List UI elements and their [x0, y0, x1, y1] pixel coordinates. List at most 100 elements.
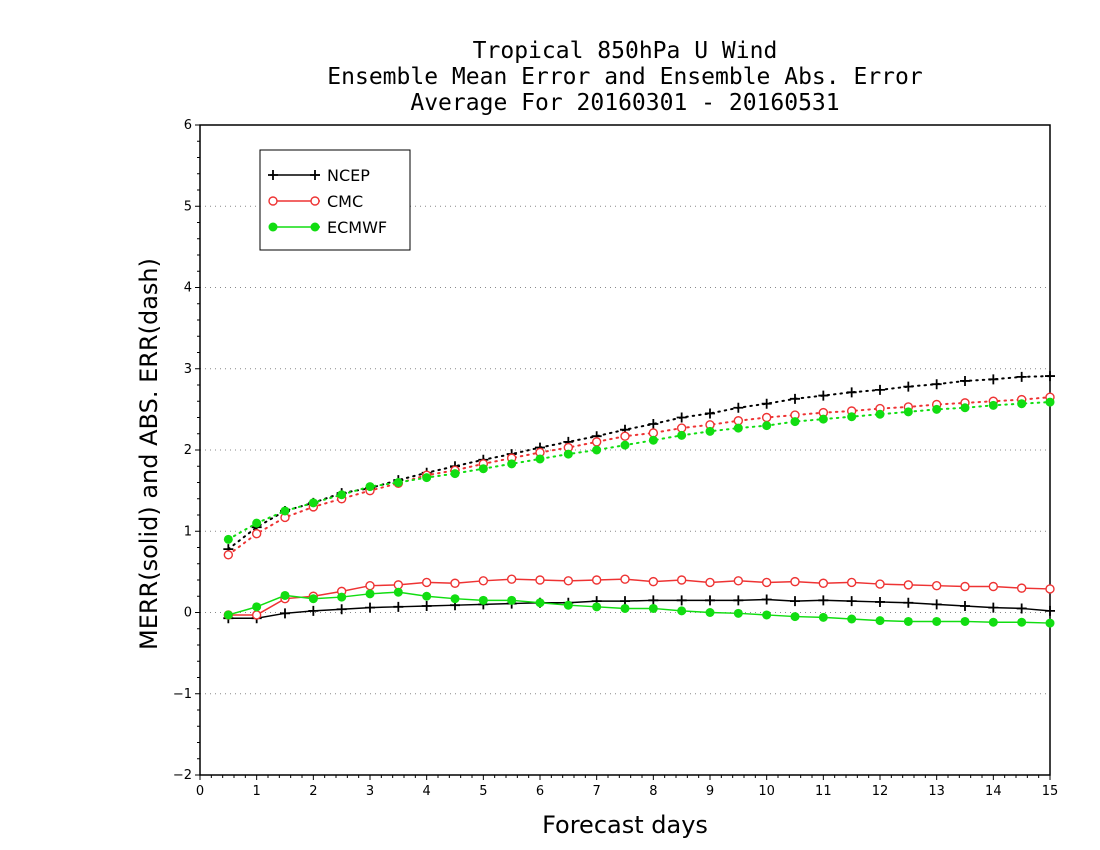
- y-tick-label: 6: [184, 118, 192, 133]
- y-tick-label: 5: [184, 199, 192, 214]
- cmc-abs-err-point: [251, 528, 262, 539]
- ecmwf-merr-point: [365, 589, 375, 599]
- x-tick-label: 9: [706, 784, 714, 799]
- ecmwf-merr-line: [228, 591, 1051, 624]
- legend-marker-ecmwf: [310, 222, 320, 232]
- ecmwf-abs-err-point: [847, 412, 857, 422]
- ecmwf-abs-err-point: [478, 464, 488, 474]
- gridlines: [200, 205, 1050, 695]
- ncep-abs-err-point: [818, 390, 829, 401]
- legend-marker-cmc: [310, 196, 320, 206]
- ecmwf-merr-point: [478, 595, 488, 605]
- cmc-merr-point: [563, 576, 574, 586]
- ecmwf-abs-err-point: [705, 426, 715, 436]
- legend-label-ecmwf: ECMWF: [327, 218, 387, 237]
- cmc-abs-err-point: [648, 428, 659, 438]
- ecmwf-abs-err-point: [592, 445, 602, 455]
- cmc-merr-point: [535, 575, 545, 585]
- y-tick-label: 3: [184, 362, 192, 377]
- ecmwf-abs-err-point: [733, 423, 743, 433]
- ecmwf-merr-point: [932, 616, 942, 626]
- cmc-abs-err-point: [676, 423, 687, 433]
- cmc-abs-err-point: [733, 416, 744, 426]
- cmc-merr-point: [846, 577, 857, 588]
- x-axis-label: Forecast days: [542, 811, 708, 839]
- ncep-abs-err-point: [903, 381, 914, 392]
- legend-box: [259, 149, 411, 251]
- ncep-abs-err-point: [988, 374, 999, 385]
- x-tick-label: 1: [253, 784, 261, 799]
- ecmwf-abs-err-point: [450, 469, 460, 479]
- ecmwf-merr-point: [960, 616, 970, 626]
- y-tick-label: 2: [184, 443, 192, 458]
- cmc-merr-point: [620, 574, 630, 584]
- ecmwf-abs-err-point: [932, 404, 942, 414]
- ncep-abs-err-point: [1045, 371, 1055, 382]
- ecmwf-abs-err-point: [337, 490, 347, 500]
- cmc-merr-point: [478, 576, 489, 586]
- ecmwf-merr-point: [1017, 617, 1027, 627]
- series-cmc: [223, 392, 1055, 620]
- ncep-merr-point: [846, 596, 857, 607]
- ecmwf-abs-err-point: [393, 478, 403, 487]
- ecmwf-merr-point: [223, 610, 233, 620]
- cmc-merr-point: [818, 578, 829, 588]
- ecmwf-abs-err-point: [252, 518, 262, 528]
- ncep-merr-point: [960, 601, 970, 611]
- x-tick-label: 13: [928, 784, 945, 799]
- ecmwf-merr-point: [677, 606, 687, 616]
- x-tick-label: 3: [366, 784, 374, 799]
- ncep-abs-err-point: [648, 419, 659, 429]
- ncep-merr-point: [393, 601, 404, 612]
- ecmwf-abs-err-point: [648, 435, 658, 445]
- ncep-abs-err-line: [227, 375, 1051, 551]
- ecmwf-merr-point: [847, 614, 857, 624]
- x-tick-label: 15: [1042, 784, 1059, 799]
- title-line-2: Ensemble Mean Error and Ensemble Abs. Er…: [327, 64, 922, 90]
- cmc-merr-point: [960, 581, 970, 592]
- cmc-abs-err-point: [620, 431, 630, 441]
- cmc-merr-point: [421, 577, 432, 588]
- ncep-abs-err-point: [676, 412, 687, 423]
- ecmwf-abs-err-point: [223, 534, 233, 544]
- legend-marker-ncep: [268, 170, 278, 180]
- ecmwf-abs-err-point: [507, 459, 517, 469]
- x-tick-label: 7: [593, 784, 601, 799]
- cmc-abs-err-point: [591, 437, 602, 447]
- cmc-merr-point: [988, 581, 999, 592]
- y-axis-label: MERR(solid) and ABS. ERR(dash): [135, 258, 163, 650]
- ecmwf-abs-err-point: [535, 454, 545, 464]
- series-layer: [223, 371, 1055, 628]
- ecmwf-abs-err-point: [308, 498, 318, 508]
- ncep-abs-err-point: [875, 384, 885, 395]
- x-tick-label: 2: [309, 784, 317, 799]
- ncep-abs-err-point: [1016, 371, 1027, 382]
- cmc-merr-point: [875, 579, 885, 589]
- x-tick-label: 5: [479, 784, 487, 799]
- title-line-3: Average For 20160301 - 20160531: [410, 90, 839, 116]
- legend-marker-ncep: [310, 170, 320, 180]
- cmc-merr-point: [1016, 583, 1027, 593]
- cmc-merr-line: [228, 578, 1051, 616]
- y-tick-label: 0: [184, 606, 192, 621]
- ncep-merr-point: [988, 602, 999, 613]
- ecmwf-abs-err-point: [960, 403, 970, 413]
- cmc-merr-point: [931, 580, 942, 591]
- ncep-merr-point: [280, 608, 290, 619]
- cmc-merr-point: [733, 576, 744, 586]
- ecmwf-abs-err-point: [818, 414, 828, 424]
- x-tick-label: 12: [872, 784, 889, 799]
- x-tick-label: 8: [649, 784, 657, 799]
- ecmwf-merr-point: [535, 598, 545, 608]
- x-tick-label: 4: [423, 784, 431, 799]
- ecmwf-merr-point: [733, 608, 743, 618]
- ecmwf-merr-point: [592, 602, 602, 612]
- ecmwf-merr-point: [903, 616, 913, 626]
- ecmwf-abs-err-point: [762, 421, 772, 431]
- cmc-abs-err-line: [227, 396, 1051, 556]
- x-tick-label: 11: [815, 784, 832, 799]
- series-ecmwf: [223, 397, 1055, 628]
- ncep-abs-err-point: [761, 398, 772, 409]
